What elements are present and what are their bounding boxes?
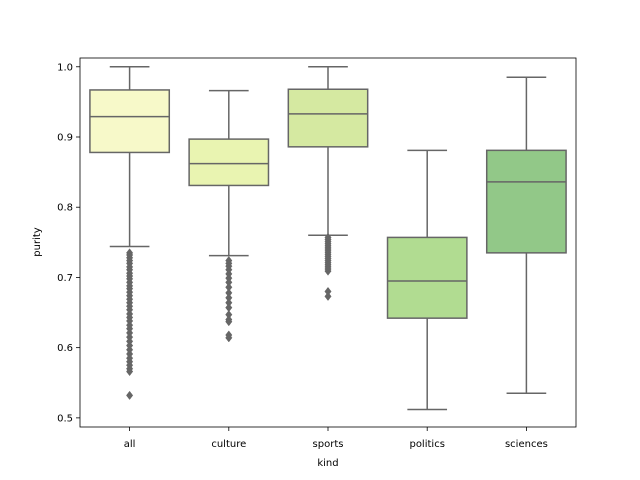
y-tick-label: 0.8 <box>57 203 73 214</box>
iqr-box <box>89 89 171 154</box>
outlier-point <box>225 317 233 327</box>
iqr-box <box>287 88 369 148</box>
y-tick-label: 0.6 <box>57 343 73 354</box>
box-sports <box>287 66 369 301</box>
plot-area <box>89 66 567 411</box>
x-tick-label-sports: sports <box>313 439 344 450</box>
box-sciences <box>485 76 567 395</box>
iqr-box <box>485 149 567 254</box>
y-axis: 0.5 0.6 0.7 0.8 0.9 1.0 <box>57 62 80 424</box>
outlier-point <box>126 366 134 377</box>
y-tick-label: 0.9 <box>57 132 73 143</box>
x-tick-label-politics: politics <box>409 439 444 450</box>
box-politics <box>386 149 468 411</box>
x-axis-label: kind <box>317 458 338 469</box>
y-tick-label: 0.5 <box>57 413 73 424</box>
y-tick-label: 0.7 <box>57 273 73 284</box>
x-tick-label-culture: culture <box>211 439 246 450</box>
x-tick-label-sciences: sciences <box>505 439 548 450</box>
y-tick-label: 1.0 <box>57 62 73 73</box>
y-axis-label: purity <box>32 227 43 256</box>
x-axis: all culture sports politics sciences <box>124 427 548 450</box>
iqr-box <box>188 138 270 187</box>
iqr-box <box>386 236 468 319</box>
outlier-point <box>225 333 233 343</box>
x-tick-label-all: all <box>124 439 136 450</box>
outlier-point <box>126 390 134 400</box>
box-all <box>89 66 171 400</box>
outlier-point <box>324 266 332 276</box>
outlier-point <box>324 291 332 301</box>
box-culture <box>188 89 270 343</box>
